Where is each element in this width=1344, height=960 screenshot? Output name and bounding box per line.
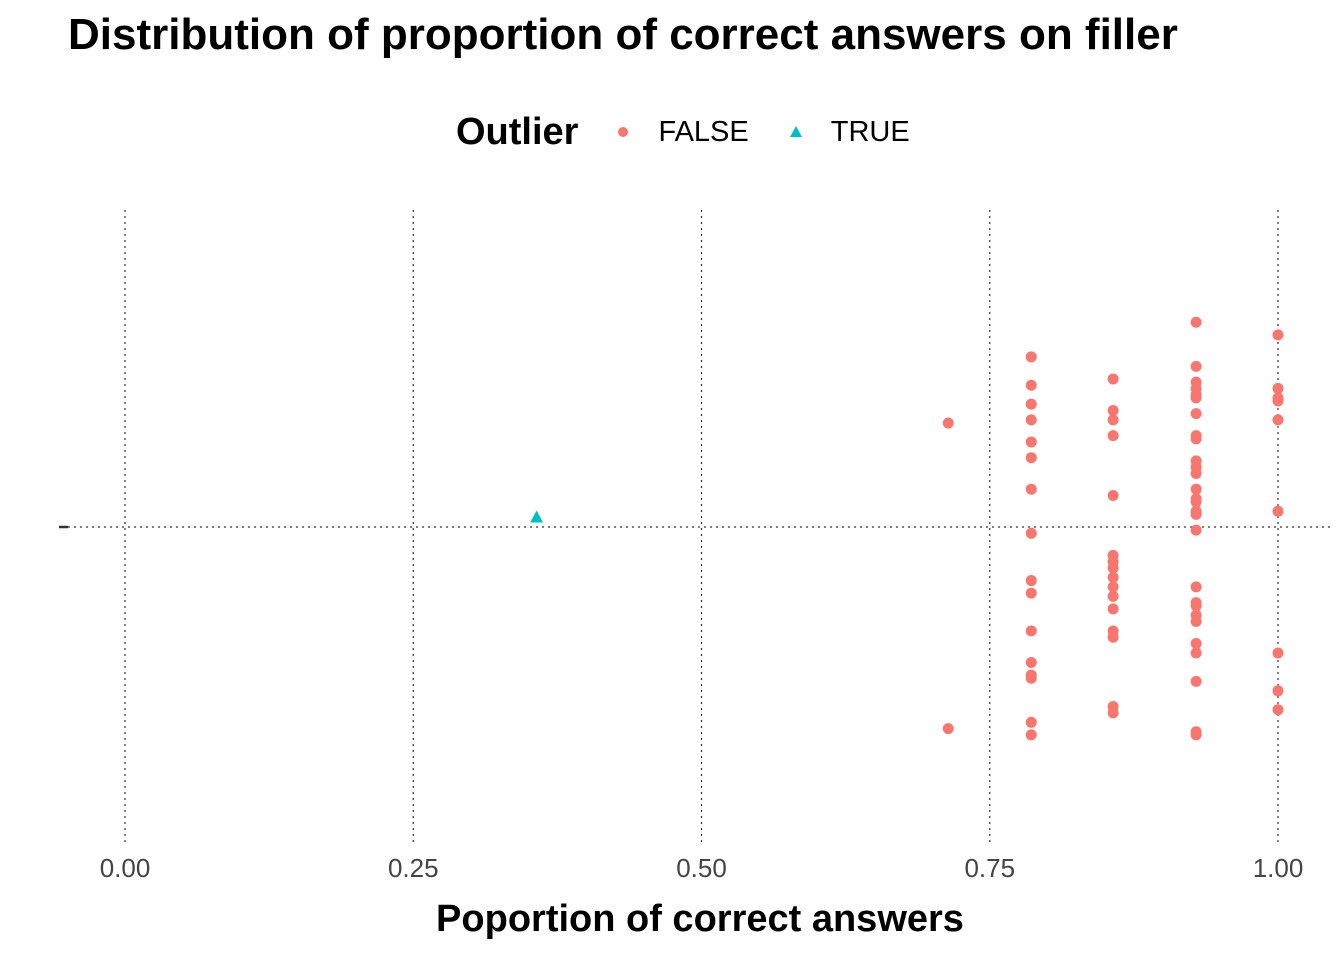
data-point-false xyxy=(1190,647,1202,659)
data-point-false xyxy=(1272,395,1284,407)
data-point-false xyxy=(1107,590,1119,602)
data-point-false xyxy=(1025,398,1037,410)
data-point-false xyxy=(1107,414,1119,426)
data-point-false xyxy=(1025,483,1037,495)
data-point-false xyxy=(1272,329,1284,341)
data-point-false xyxy=(1025,436,1037,448)
x-tick-label: 1.00 xyxy=(1253,853,1304,883)
data-point-false xyxy=(1107,571,1119,583)
data-point-false xyxy=(1272,414,1284,426)
data-point-false xyxy=(1190,616,1202,627)
data-point-false xyxy=(1107,562,1119,574)
data-point-false xyxy=(1190,508,1202,520)
circle-icon xyxy=(612,121,634,143)
data-point-false xyxy=(1025,379,1037,391)
data-point-false xyxy=(1190,675,1202,687)
data-point-false xyxy=(1025,672,1037,684)
data-point-false xyxy=(1025,452,1037,464)
data-point-false xyxy=(1190,581,1202,593)
data-point-false xyxy=(1272,505,1284,517)
data-point-false xyxy=(942,417,954,429)
data-point-false xyxy=(1107,430,1119,442)
data-point-true xyxy=(530,510,544,523)
data-point-false xyxy=(1190,467,1202,479)
data-point-false xyxy=(1025,575,1037,587)
x-axis-title: Poportion of correct answers xyxy=(436,898,964,940)
x-tick-label: 0.50 xyxy=(676,853,727,883)
x-tick-label: 0.25 xyxy=(388,853,439,883)
data-point-false xyxy=(1025,625,1037,637)
data-point-false xyxy=(1107,490,1119,501)
data-point-false xyxy=(1272,704,1284,716)
data-point-false xyxy=(1190,729,1202,741)
data-point-false xyxy=(1272,382,1284,394)
data-point-false xyxy=(1025,414,1037,426)
data-point-false xyxy=(1025,656,1037,668)
data-point-false xyxy=(1190,316,1202,328)
data-point-false xyxy=(1190,360,1202,372)
data-point-false xyxy=(1107,631,1119,643)
data-point-false xyxy=(1190,433,1202,445)
data-point-false xyxy=(1190,496,1202,508)
legend-label-false: FALSE xyxy=(658,115,749,148)
data-point-false xyxy=(1107,603,1119,615)
data-point-false xyxy=(1025,587,1037,599)
data-point-false xyxy=(1272,647,1284,659)
data-point-false xyxy=(942,723,954,735)
data-point-false xyxy=(1190,638,1202,650)
data-point-false xyxy=(1107,581,1119,593)
data-point-false xyxy=(1107,373,1119,385)
chart-title: Distribution of proportion of correct an… xyxy=(68,10,1178,59)
x-tick-label: 0.00 xyxy=(100,853,151,883)
legend-title: Outlier xyxy=(456,110,579,153)
data-point-false xyxy=(1107,404,1119,416)
data-point-false xyxy=(1025,729,1037,741)
x-tick-label: 0.75 xyxy=(964,853,1015,883)
data-point-false xyxy=(1190,392,1202,404)
data-point-false xyxy=(1025,527,1037,539)
legend: Outlier FALSE TRUE xyxy=(456,108,946,156)
data-point-false xyxy=(1190,408,1202,420)
data-point-false xyxy=(1025,716,1037,728)
data-point-false xyxy=(1190,600,1202,612)
data-point-false xyxy=(1190,483,1202,495)
triangle-icon xyxy=(785,121,807,143)
data-point-false xyxy=(1107,707,1119,719)
data-point-false xyxy=(1025,351,1037,363)
data-point-false xyxy=(1190,524,1202,536)
data-point-false xyxy=(1272,685,1284,697)
legend-label-true: TRUE xyxy=(830,115,910,148)
legend-item-true: TRUE xyxy=(785,116,910,149)
legend-item-false: FALSE xyxy=(612,115,749,149)
